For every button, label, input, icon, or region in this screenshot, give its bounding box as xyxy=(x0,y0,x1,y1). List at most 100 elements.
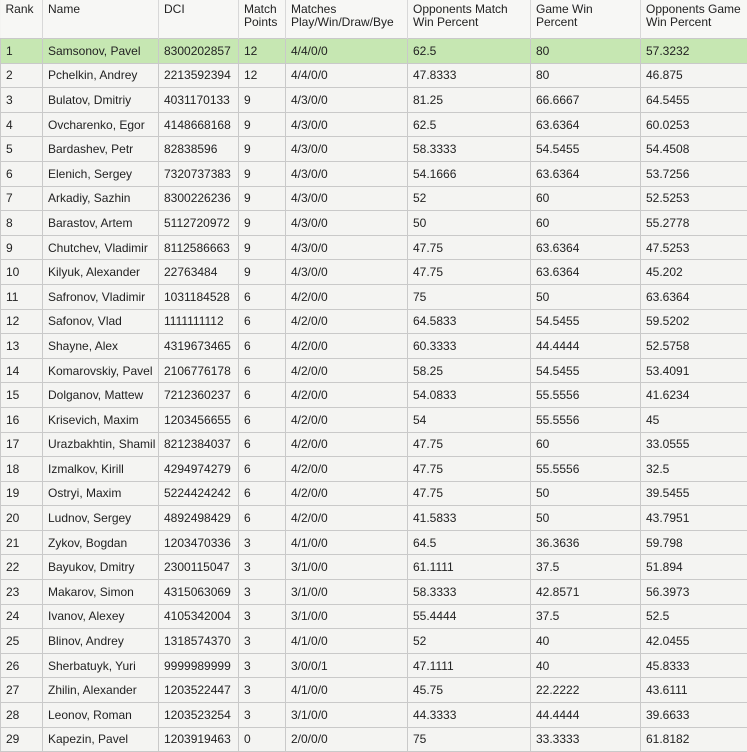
cell: 4319673465 xyxy=(159,334,239,359)
cell: 10 xyxy=(1,260,43,285)
cell: Sherbatuyk, Yuri xyxy=(43,653,159,678)
cell: 52.5 xyxy=(641,604,747,629)
cell: 4/3/0/0 xyxy=(286,260,408,285)
cell: Chutchev, Vladimir xyxy=(43,235,159,260)
cell: 44.4444 xyxy=(531,334,641,359)
column-header[interactable]: Opponents Game Win Percent xyxy=(641,0,747,39)
cell: 52 xyxy=(408,186,531,211)
column-header[interactable]: Game Win Percent xyxy=(531,0,641,39)
cell: 43.6111 xyxy=(641,678,747,703)
cell: Samsonov, Pavel xyxy=(43,39,159,64)
cell: 64.5 xyxy=(408,530,531,555)
cell: 63.6364 xyxy=(531,161,641,186)
cell: 3 xyxy=(239,580,286,605)
cell: 63.6364 xyxy=(531,112,641,137)
cell: Kilyuk, Alexander xyxy=(43,260,159,285)
cell: 17 xyxy=(1,432,43,457)
cell: 9 xyxy=(239,112,286,137)
cell: Shayne, Alex xyxy=(43,334,159,359)
cell: Ivanov, Alexey xyxy=(43,604,159,629)
cell: 2213592394 xyxy=(159,63,239,88)
cell: 4/1/0/0 xyxy=(286,530,408,555)
cell: 9 xyxy=(239,137,286,162)
cell: 33.0555 xyxy=(641,432,747,457)
cell: 22 xyxy=(1,555,43,580)
cell: 4/2/0/0 xyxy=(286,481,408,506)
cell: Bardashev, Petr xyxy=(43,137,159,162)
cell: Kapezin, Pavel xyxy=(43,727,159,752)
column-header[interactable]: Opponents Match Win Percent xyxy=(408,0,531,39)
cell: Ostryi, Maxim xyxy=(43,481,159,506)
cell: 40 xyxy=(531,653,641,678)
cell: 3 xyxy=(239,678,286,703)
cell: 4315063069 xyxy=(159,580,239,605)
cell: 8 xyxy=(1,211,43,236)
cell: 39.6633 xyxy=(641,703,747,728)
cell: 43.7951 xyxy=(641,506,747,531)
cell: 60 xyxy=(531,186,641,211)
cell: 8300226236 xyxy=(159,186,239,211)
cell: 1203522447 xyxy=(159,678,239,703)
cell: 9999989999 xyxy=(159,653,239,678)
cell: 52.5253 xyxy=(641,186,747,211)
column-header[interactable]: DCI xyxy=(159,0,239,39)
cell: 4/2/0/0 xyxy=(286,506,408,531)
cell: 3 xyxy=(239,703,286,728)
column-header[interactable]: Rank xyxy=(1,0,43,39)
cell: 46.875 xyxy=(641,63,747,88)
column-header[interactable]: Matches Play/Win/Draw/Bye xyxy=(286,0,408,39)
cell: 57.3232 xyxy=(641,39,747,64)
cell: 54 xyxy=(408,407,531,432)
cell: 75 xyxy=(408,284,531,309)
cell: 59.798 xyxy=(641,530,747,555)
cell: 55.5556 xyxy=(531,407,641,432)
column-header[interactable]: Match Points xyxy=(239,0,286,39)
cell: 42.8571 xyxy=(531,580,641,605)
cell: 4/3/0/0 xyxy=(286,186,408,211)
cell: 4/4/0/0 xyxy=(286,39,408,64)
cell: 6 xyxy=(239,432,286,457)
cell: 50 xyxy=(408,211,531,236)
cell: 4/2/0/0 xyxy=(286,358,408,383)
cell: 82838596 xyxy=(159,137,239,162)
column-header[interactable]: Name xyxy=(43,0,159,39)
cell: 55.4444 xyxy=(408,604,531,629)
cell: 5 xyxy=(1,137,43,162)
cell: 6 xyxy=(239,457,286,482)
cell: 0 xyxy=(239,727,286,752)
cell: 4/3/0/0 xyxy=(286,211,408,236)
cell: 12 xyxy=(239,63,286,88)
cell: 37.5 xyxy=(531,555,641,580)
cell: 3/1/0/0 xyxy=(286,555,408,580)
